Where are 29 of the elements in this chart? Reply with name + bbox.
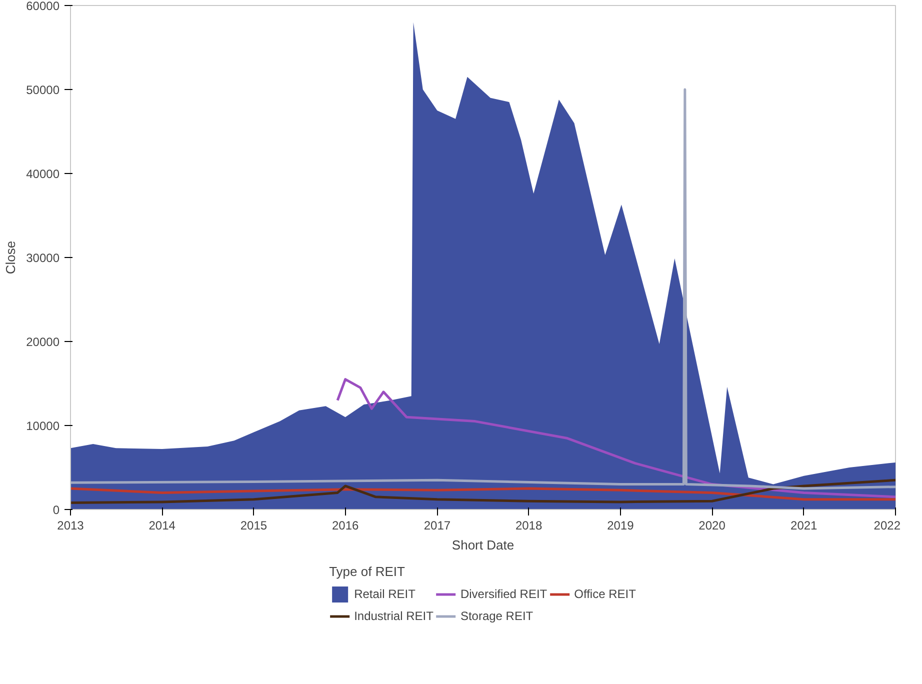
y-tick-label: 0 (52, 503, 60, 517)
y-tick-label: 30000 (26, 251, 60, 265)
legend-title: Type of REIT (329, 564, 406, 579)
x-tick-label: 2018 (515, 518, 542, 532)
y-tick-label: 60000 (26, 0, 60, 13)
line-series (70, 478, 896, 504)
y-tick-label: 10000 (26, 419, 60, 433)
y-tick-label: 40000 (26, 167, 60, 181)
legend-label: Diversified REIT (460, 587, 548, 601)
x-tick-label: 2022 (874, 518, 901, 532)
legend-label: Retail REIT (354, 587, 416, 601)
x-tick-label: 2016 (332, 518, 360, 532)
legend-label: Industrial REIT (354, 609, 434, 623)
legend-label: Office REIT (574, 587, 636, 601)
line-series (70, 88, 896, 490)
x-tick-label: 2017 (424, 518, 451, 532)
legend-label: Storage REIT (460, 609, 534, 623)
x-tick-label: 2013 (57, 518, 84, 532)
y-tick-label: 20000 (26, 335, 60, 349)
x-tick-label: 2019 (607, 518, 634, 532)
y-tick-label: 50000 (26, 83, 60, 97)
line-series (336, 378, 896, 498)
x-tick-label: 2021 (790, 518, 818, 532)
x-tick-label: 2020 (698, 518, 726, 532)
line-series (70, 487, 896, 501)
x-axis-title: Short Date (452, 538, 514, 552)
x-tick-label: 2014 (148, 518, 176, 532)
x-tick-label: 2015 (240, 518, 268, 532)
y-axis-title: Close (3, 240, 18, 274)
